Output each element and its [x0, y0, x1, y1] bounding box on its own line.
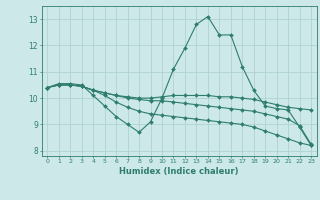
- X-axis label: Humidex (Indice chaleur): Humidex (Indice chaleur): [119, 167, 239, 176]
